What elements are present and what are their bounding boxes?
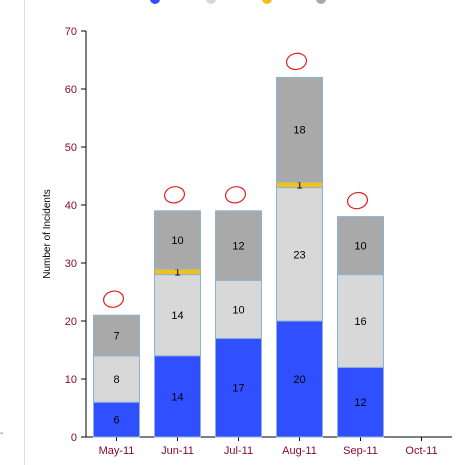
- bar-value-label: 12: [232, 241, 244, 253]
- hand-drawn-circle: [224, 186, 247, 204]
- hand-drawn-circle: [102, 290, 125, 308]
- annotations: [102, 52, 369, 308]
- x-tick-label: May-11: [99, 445, 135, 457]
- y-tick-label: 70: [65, 26, 77, 38]
- bar-value-label: 23: [293, 249, 305, 261]
- legend: [150, 0, 326, 4]
- legend-swatch-4: [316, 0, 326, 4]
- bar-value-label: 12: [354, 397, 366, 409]
- bar-value-label: 7: [113, 331, 119, 343]
- x-tick-label: Jul-11: [224, 445, 253, 457]
- bar-segment: [154, 210, 201, 270]
- bar-value-label: 17: [232, 383, 244, 395]
- bar-segment: [276, 320, 323, 438]
- x-tick-label: Sep-11: [343, 445, 378, 457]
- y-tick-label: 30: [65, 258, 77, 270]
- bar-value-label: 8: [113, 374, 119, 386]
- bar-segment: [93, 314, 140, 357]
- bar-segment: [215, 337, 262, 438]
- y-tick-label: 20: [65, 316, 77, 328]
- x-tick-label: Oct-11: [405, 445, 437, 457]
- legend-swatch-1: [150, 0, 160, 4]
- bar-segment: [93, 401, 140, 438]
- bar-segment: [337, 216, 384, 276]
- bar-value-label: 18: [293, 125, 305, 137]
- bar-value-label: 1: [174, 267, 180, 279]
- bar-value-label: 1: [296, 180, 302, 192]
- bar-segment: [276, 187, 323, 322]
- bar-value-label: 14: [171, 391, 183, 403]
- left-margin-mark: -: [0, 428, 4, 439]
- bar-value-label: 10: [171, 235, 183, 247]
- bar-segment: [215, 279, 262, 339]
- bar-segment: [215, 210, 262, 281]
- bar-value-label: 6: [113, 415, 119, 427]
- bar-segment: [337, 366, 384, 438]
- y-tick-label: 60: [65, 84, 77, 96]
- y-tick-label: 0: [71, 432, 77, 444]
- hand-drawn-circle: [346, 191, 369, 210]
- bars: 6 8 7 14 14 1 10 17 10 12 20 23 1 18 12 16 10: [93, 76, 384, 438]
- x-tick-label: Aug-11: [282, 445, 317, 457]
- bar-value-label: 14: [171, 310, 183, 322]
- bar-value-label: 16: [354, 316, 366, 328]
- bar-segment: [276, 76, 323, 183]
- bar-value-label: 10: [354, 241, 366, 253]
- hand-drawn-circle: [285, 52, 308, 71]
- y-axis: 0 10 20 30 40 50 60 70: [65, 26, 87, 444]
- left-divider: [24, 0, 25, 465]
- hand-drawn-circle: [163, 186, 186, 204]
- y-tick-label: 50: [65, 142, 77, 154]
- bar-segment: [337, 274, 384, 368]
- bar-value-label: 20: [293, 374, 305, 386]
- bar-value-label: 10: [232, 304, 244, 316]
- legend-swatch-3: [262, 0, 272, 4]
- x-tick-label: Jun-11: [161, 445, 194, 457]
- y-tick-label: 10: [65, 374, 77, 386]
- x-axis: May-11 Jun-11 Jul-11 Aug-11 Sep-11 Oct-11: [86, 436, 452, 457]
- legend-swatch-2: [206, 0, 216, 4]
- y-axis-title: Number of Incidents: [42, 189, 53, 279]
- y-tick-label: 40: [65, 200, 77, 212]
